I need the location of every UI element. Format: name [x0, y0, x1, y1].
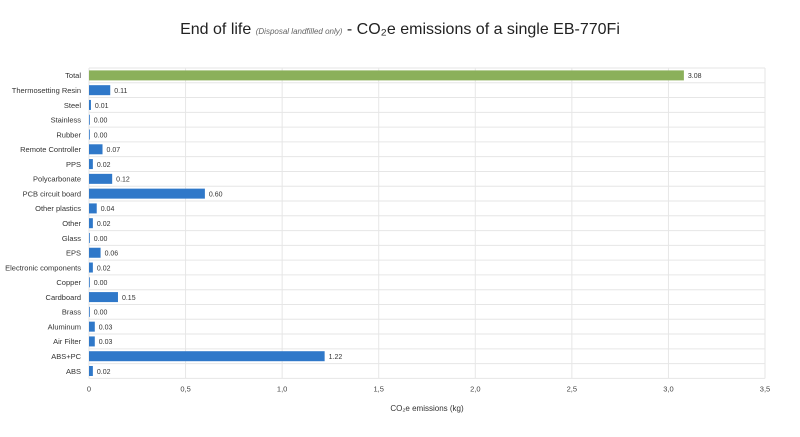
category-label: Thermosetting Resin — [12, 86, 81, 95]
bar — [89, 351, 325, 362]
bar — [89, 159, 93, 170]
bar — [89, 129, 90, 140]
category-label: Cardboard — [46, 293, 81, 302]
bars — [89, 70, 684, 376]
bar — [89, 292, 118, 303]
category-label: PPS — [66, 160, 81, 169]
category-label: Electronic components — [5, 263, 81, 272]
chart-title-subject: - CO₂e emissions of a single EB-770Fi — [346, 21, 620, 38]
category-label: ABS+PC — [51, 352, 81, 361]
x-tick-label: 2,5 — [567, 384, 577, 393]
data-label: 0.11 — [114, 88, 127, 95]
bar — [89, 173, 113, 184]
data-label: 0.03 — [99, 339, 113, 346]
category-label: Total — [65, 71, 81, 80]
value-labels: 3.08 0.11 0.01 0.00 0.00 0.07 0.02 0.12 0.60 0.04… — [94, 73, 702, 376]
chart-title-main: End of life — [180, 21, 252, 38]
category-label: Remote Controller — [20, 145, 81, 154]
data-label: 0.00 — [94, 310, 108, 317]
bar — [89, 262, 93, 273]
data-label: 0.02 — [97, 162, 111, 169]
category-label: Stainless — [51, 116, 82, 125]
data-label: 0.06 — [105, 251, 119, 258]
data-label: 0.15 — [122, 295, 136, 302]
data-label: 0.12 — [116, 177, 130, 184]
category-label: Steel — [64, 101, 81, 110]
category-label: Air Filter — [53, 337, 81, 346]
category-label: Copper — [56, 278, 81, 287]
category-label: Brass — [62, 308, 81, 317]
data-label: 0.01 — [95, 103, 109, 110]
bar — [89, 247, 101, 258]
x-axis-label: CO₂e emissions (kg) — [390, 404, 464, 413]
data-label: 0.02 — [97, 221, 111, 228]
x-tick-label: 3,0 — [663, 384, 673, 393]
bar — [89, 144, 103, 155]
category-label: Aluminum — [48, 322, 81, 331]
category-label: Rubber — [56, 130, 81, 139]
bar — [89, 232, 90, 243]
category-label: PCB circuit board — [23, 189, 81, 198]
data-label: 0.00 — [94, 236, 108, 243]
data-label: 0.07 — [107, 147, 121, 154]
bar — [89, 203, 97, 214]
bar — [89, 188, 205, 199]
category-label: Other — [62, 219, 81, 228]
bar — [89, 85, 111, 96]
category-label: Other plastics — [35, 204, 81, 213]
data-label: 0.00 — [94, 132, 108, 139]
data-label: 0.60 — [209, 191, 223, 198]
gridlines — [88, 67, 766, 379]
data-label: 1.22 — [329, 354, 343, 361]
x-axis-ticks: 0 0,5 1,0 1,5 2,0 2,5 3,0 3,5 — [87, 384, 770, 393]
category-label: EPS — [66, 249, 81, 258]
bar — [89, 321, 95, 332]
bar — [89, 365, 93, 376]
data-label: 0.02 — [97, 369, 111, 376]
category-label: Polycarbonate — [33, 175, 81, 184]
bar — [89, 277, 90, 288]
data-label: 0.00 — [94, 118, 108, 125]
data-label: 3.08 — [688, 73, 702, 80]
bar — [89, 70, 684, 81]
bar — [89, 99, 91, 110]
x-tick-label: 1,5 — [373, 384, 383, 393]
category-label: Glass — [62, 234, 81, 243]
category-label: ABS — [66, 367, 81, 376]
x-tick-label: 0 — [87, 384, 91, 393]
x-tick-label: 2,0 — [470, 384, 480, 393]
x-tick-label: 0,5 — [180, 384, 190, 393]
chart-title: End of life (Disposal landfilled only) -… — [0, 21, 800, 39]
data-label: 0.03 — [99, 324, 113, 331]
data-label: 0.02 — [97, 265, 111, 272]
bar — [89, 218, 93, 229]
bar — [89, 114, 90, 125]
category-labels: Total Thermosetting Resin Steel Stainless Ru… — [5, 71, 81, 376]
bar — [89, 306, 90, 317]
x-tick-label: 1,0 — [277, 384, 287, 393]
x-tick-label: 3,5 — [760, 384, 770, 393]
bar — [89, 336, 95, 347]
chart-title-note: (Disposal landfilled only) — [255, 27, 343, 36]
data-label: 0.00 — [94, 280, 108, 287]
data-label: 0.04 — [101, 206, 115, 213]
